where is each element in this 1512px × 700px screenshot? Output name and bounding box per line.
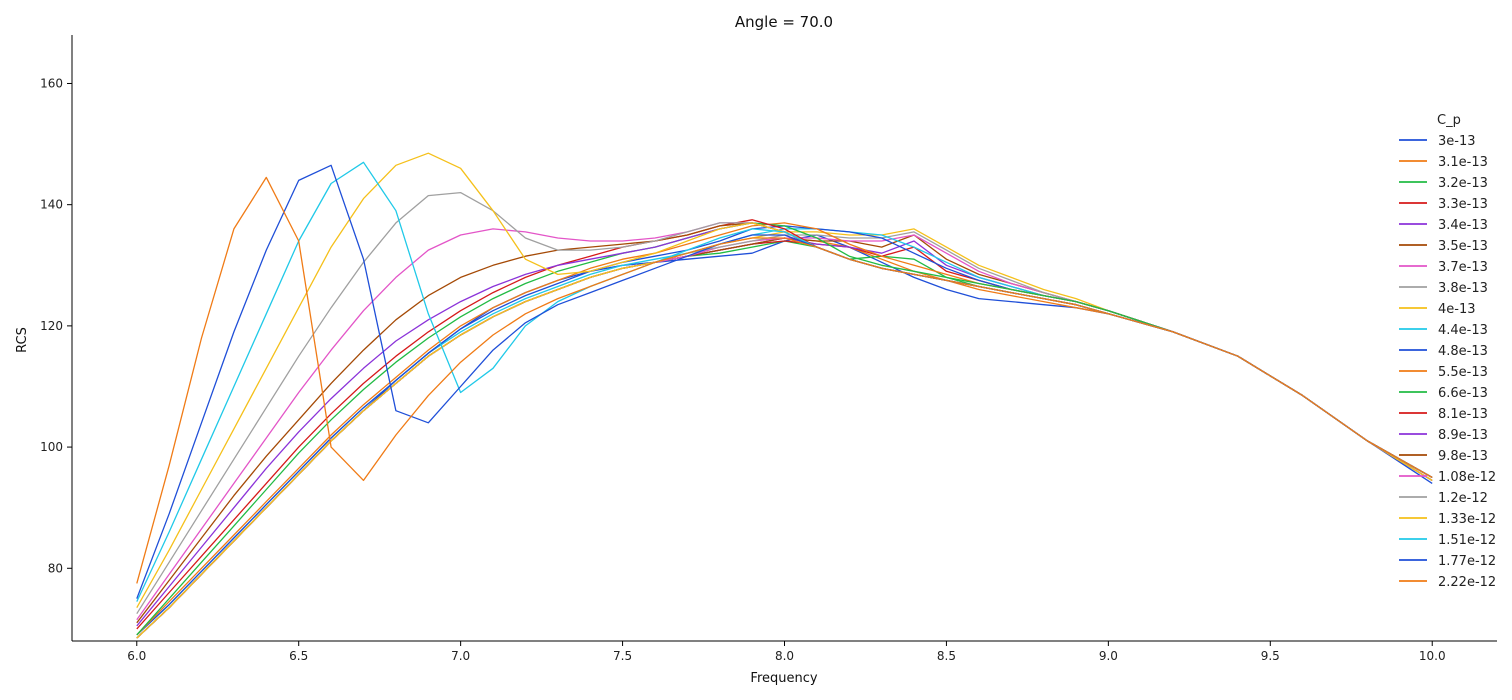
- x-axis-title: Frequency: [750, 671, 817, 686]
- y-tick-label-2: 120: [40, 319, 63, 333]
- axes: 6.0 6.5 7.0 7.5 8.0 8.5 9.0 9.5 10.0 80 100 120 140 1…: [40, 35, 1497, 663]
- x-tick-label-0: 6.0: [127, 649, 146, 663]
- legend-label-10: 4.8e-13: [1438, 344, 1488, 359]
- x-tick-label-7: 9.5: [1261, 649, 1280, 663]
- x-tick-label-5: 8.5: [937, 649, 956, 663]
- chart-title: Angle = 70.0: [735, 13, 833, 31]
- series-line-13: [136, 219, 1433, 630]
- series-line-9: [136, 228, 1433, 636]
- y-tick-label-4: 160: [40, 76, 63, 90]
- legend-label-0: 3e-13: [1438, 134, 1476, 149]
- x-tick-label-4: 8.0: [775, 649, 794, 663]
- y-tick-label-0: 80: [48, 561, 63, 575]
- legend-label-11: 5.5e-13: [1438, 365, 1488, 380]
- series-line-17: [136, 191, 1433, 615]
- x-tick-label-1: 6.5: [289, 649, 308, 663]
- series-line-0: [136, 234, 1433, 639]
- legend-label-4: 3.4e-13: [1438, 218, 1488, 233]
- y-axis-title: RCS: [15, 327, 30, 353]
- x-tick-label-2: 7.0: [451, 649, 470, 663]
- legend-label-20: 1.77e-12: [1438, 554, 1496, 569]
- series-line-12: [136, 222, 1433, 636]
- series-line-19: [136, 161, 1433, 602]
- plot-area: [136, 152, 1433, 639]
- series-line-11: [136, 222, 1433, 636]
- legend-label-7: 3.8e-13: [1438, 281, 1488, 296]
- legend-label-16: 1.08e-12: [1438, 470, 1496, 485]
- legend-label-21: 2.22e-12: [1438, 575, 1496, 590]
- series-line-6: [136, 234, 1433, 639]
- legend-title: C_p: [1437, 113, 1461, 128]
- y-tick-label-1: 100: [40, 440, 63, 454]
- legend-label-2: 3.2e-13: [1438, 176, 1488, 191]
- series-line-14: [136, 222, 1433, 627]
- series-line-8: [136, 228, 1433, 639]
- legend-label-14: 8.9e-13: [1438, 428, 1488, 443]
- series-line-15: [136, 222, 1433, 624]
- legend: C_p 3e-13 3.1e-13 3.2e-13 3.3e-13 3.4e-13 3.5…: [1399, 113, 1496, 590]
- legend-label-13: 8.1e-13: [1438, 407, 1488, 422]
- x-tick-label-6: 9.0: [1099, 649, 1118, 663]
- legend-label-19: 1.51e-12: [1438, 533, 1496, 548]
- legend-label-15: 9.8e-13: [1438, 449, 1488, 464]
- series-line-18: [136, 152, 1433, 609]
- series-line-3: [136, 240, 1433, 639]
- series-line-5: [136, 234, 1433, 639]
- legend-label-9: 4.4e-13: [1438, 323, 1488, 338]
- legend-label-5: 3.5e-13: [1438, 239, 1488, 254]
- series-line-21: [136, 176, 1433, 584]
- series-line-2: [136, 240, 1433, 639]
- legend-label-8: 4e-13: [1438, 302, 1476, 317]
- legend-label-1: 3.1e-13: [1438, 155, 1488, 170]
- legend-label-3: 3.3e-13: [1438, 197, 1488, 212]
- series-line-16: [136, 222, 1433, 621]
- legend-label-17: 1.2e-12: [1438, 491, 1488, 506]
- legend-label-6: 3.7e-13: [1438, 260, 1488, 275]
- legend-label-18: 1.33e-12: [1438, 512, 1496, 527]
- series-line-20: [136, 164, 1433, 599]
- x-tick-label-3: 7.5: [613, 649, 632, 663]
- x-tick-label-8: 10.0: [1419, 649, 1446, 663]
- legend-label-12: 6.6e-13: [1438, 386, 1488, 401]
- y-tick-label-3: 140: [40, 198, 63, 212]
- series-line-10: [136, 225, 1433, 636]
